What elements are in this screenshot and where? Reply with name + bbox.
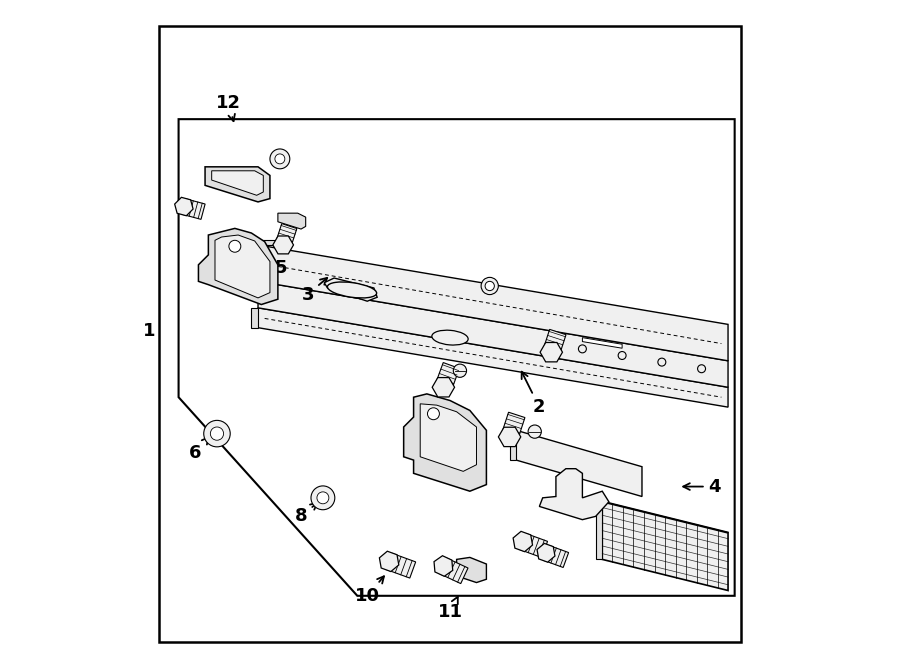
Polygon shape	[251, 308, 258, 328]
Polygon shape	[258, 245, 728, 361]
Circle shape	[482, 277, 499, 295]
Polygon shape	[258, 281, 728, 387]
Text: 7: 7	[408, 418, 423, 449]
Circle shape	[274, 154, 284, 164]
Polygon shape	[215, 235, 270, 298]
Polygon shape	[273, 236, 293, 254]
Polygon shape	[509, 430, 517, 460]
Circle shape	[311, 486, 335, 510]
Polygon shape	[582, 338, 622, 348]
Text: 4: 4	[683, 477, 721, 496]
Polygon shape	[324, 278, 377, 301]
Polygon shape	[251, 240, 284, 245]
Circle shape	[211, 427, 223, 440]
Circle shape	[270, 149, 290, 169]
Polygon shape	[175, 197, 194, 216]
Circle shape	[229, 240, 241, 252]
Text: 2: 2	[522, 371, 545, 416]
Polygon shape	[434, 555, 453, 577]
Polygon shape	[182, 199, 205, 219]
Circle shape	[203, 420, 230, 447]
Circle shape	[528, 425, 542, 438]
Circle shape	[428, 408, 439, 420]
Text: 5: 5	[262, 258, 287, 277]
Polygon shape	[440, 558, 468, 584]
Polygon shape	[404, 394, 486, 491]
Polygon shape	[386, 553, 416, 578]
Polygon shape	[212, 171, 264, 195]
Circle shape	[317, 492, 328, 504]
Polygon shape	[543, 330, 566, 355]
Polygon shape	[596, 502, 602, 559]
Polygon shape	[602, 502, 728, 591]
Ellipse shape	[432, 330, 468, 345]
Ellipse shape	[328, 282, 376, 298]
Polygon shape	[432, 377, 454, 397]
Polygon shape	[178, 119, 734, 596]
Polygon shape	[520, 534, 547, 557]
Polygon shape	[205, 167, 270, 202]
Polygon shape	[198, 228, 278, 305]
Polygon shape	[537, 544, 555, 562]
Text: 6: 6	[189, 438, 209, 463]
Circle shape	[454, 364, 466, 377]
Polygon shape	[544, 545, 569, 567]
Text: 12: 12	[216, 93, 240, 121]
Polygon shape	[275, 224, 297, 248]
Text: 11: 11	[437, 596, 463, 622]
Polygon shape	[380, 551, 399, 571]
Polygon shape	[517, 430, 642, 496]
Bar	[158, 26, 742, 642]
Polygon shape	[278, 213, 306, 229]
Polygon shape	[456, 557, 486, 583]
Polygon shape	[501, 412, 525, 440]
Text: 10: 10	[355, 577, 384, 605]
Polygon shape	[539, 469, 609, 520]
Polygon shape	[251, 244, 258, 282]
Polygon shape	[499, 427, 521, 447]
Text: 3: 3	[302, 278, 328, 304]
Circle shape	[485, 281, 494, 291]
Text: 9: 9	[597, 456, 626, 479]
Polygon shape	[436, 363, 459, 390]
Text: 8: 8	[294, 503, 317, 526]
Text: 1: 1	[142, 322, 155, 340]
Polygon shape	[540, 342, 562, 362]
Polygon shape	[420, 404, 476, 471]
Polygon shape	[258, 308, 728, 407]
Polygon shape	[513, 532, 533, 551]
